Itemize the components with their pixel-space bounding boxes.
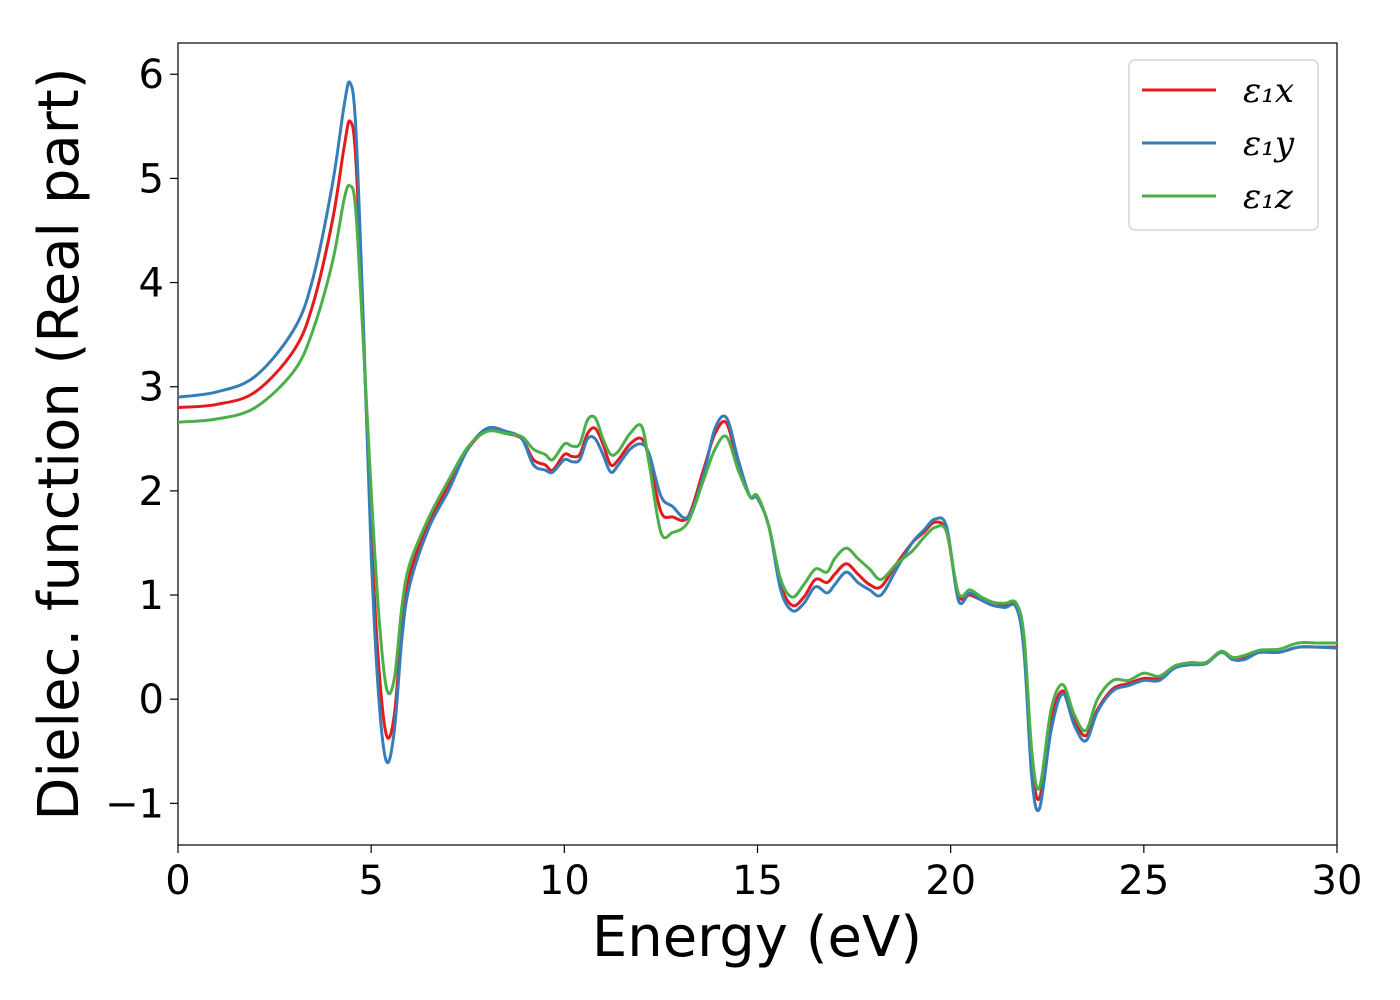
x-tick-label: 30 — [1312, 858, 1363, 904]
legend-label-z: ε₁z — [1243, 177, 1294, 217]
x-tick-label: 0 — [165, 858, 190, 904]
y-tick-label: 4 — [139, 261, 164, 307]
series-line-z — [177, 183, 1337, 791]
y-tick-label: 6 — [139, 52, 164, 98]
y-tick-label: 0 — [139, 677, 164, 723]
legend: ε₁x ε₁y ε₁z — [1128, 59, 1319, 231]
y-tick-label: 1 — [139, 573, 164, 619]
y-tick-label: 5 — [139, 156, 164, 202]
x-axis: 0 5 10 15 20 25 30 — [165, 845, 1362, 904]
legend-label-x: ε₁x — [1243, 71, 1294, 111]
x-tick-label: 10 — [539, 858, 590, 904]
y-tick-label: 2 — [139, 469, 164, 515]
y-tick-label: −1 — [105, 781, 164, 827]
series-group — [177, 80, 1338, 813]
y-tick-label: 3 — [139, 365, 164, 411]
x-tick-label: 5 — [358, 858, 383, 904]
x-tick-label: 25 — [1118, 858, 1169, 904]
x-axis-title: Energy (eV) — [592, 905, 922, 970]
x-tick-label: 20 — [925, 858, 976, 904]
x-tick-label: 15 — [732, 858, 783, 904]
y-axis: −1 0 1 2 3 4 5 6 — [105, 52, 178, 827]
legend-box — [1128, 59, 1319, 231]
y-axis-title: Dielec. function (Real part) — [27, 67, 92, 820]
legend-label-y: ε₁y — [1243, 124, 1295, 164]
